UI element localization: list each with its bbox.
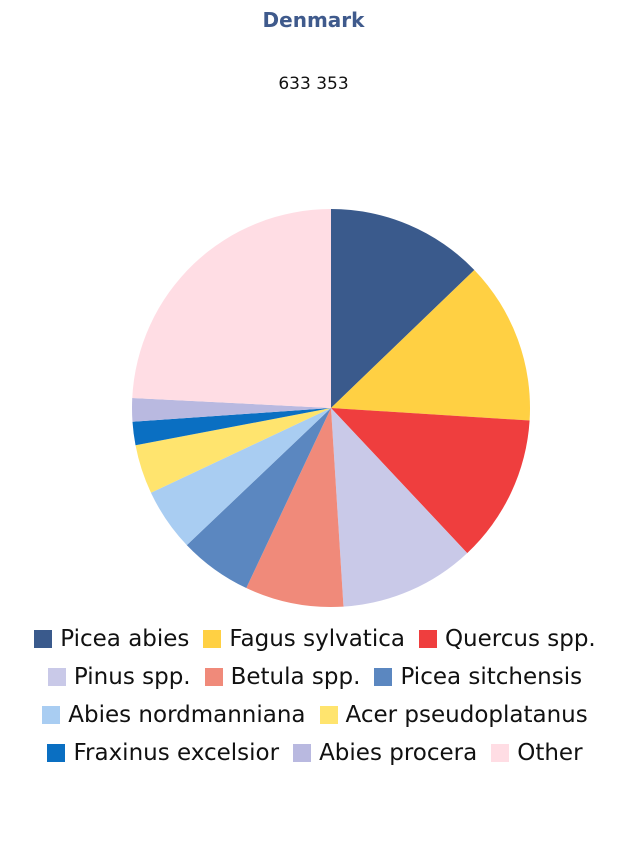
pie-slice <box>331 209 475 408</box>
legend-item: Quercus spp. <box>418 620 596 658</box>
pie-slice <box>186 408 331 589</box>
legend-swatch <box>491 744 510 762</box>
legend-swatch <box>204 668 223 686</box>
pie-slice <box>131 398 331 422</box>
legend-item: Pinus spp. <box>47 658 191 696</box>
legend-swatch <box>374 668 393 686</box>
pie-slice <box>132 408 331 446</box>
legend-item: Picea abies <box>34 620 189 658</box>
legend-swatch <box>42 706 61 724</box>
legend-label: Quercus spp. <box>444 626 596 652</box>
pie-slice <box>132 209 331 408</box>
legend-label: Other <box>517 740 583 766</box>
legend-item: Fraxinus excelsior <box>47 734 279 772</box>
legend-swatch <box>418 630 437 648</box>
legend-label: Abies procera <box>319 740 478 766</box>
legend-item: Other <box>491 734 583 772</box>
legend: Picea abies Fagus sylvatica Quercus spp. Pi… <box>15 620 615 772</box>
legend-swatch <box>319 706 338 724</box>
legend-swatch <box>47 668 66 686</box>
legend-label: Abies nordmanniana <box>68 702 306 728</box>
legend-label: Picea abies <box>60 626 190 652</box>
legend-item: Acer pseudoplatanus <box>319 696 588 734</box>
legend-label: Fraxinus excelsior <box>73 740 280 766</box>
legend-label: Fagus sylvatica <box>229 626 405 652</box>
legend-label: Betula spp. <box>230 664 361 690</box>
legend-swatch <box>34 630 53 648</box>
legend-label: Pinus spp. <box>73 664 191 690</box>
legend-swatch <box>293 744 312 762</box>
legend-swatch <box>203 630 222 648</box>
legend-item: Betula spp. <box>204 658 361 696</box>
pie-slice <box>331 269 530 421</box>
pie-slice <box>150 408 331 546</box>
pie-area <box>131 209 530 607</box>
pie-slice <box>331 408 530 554</box>
legend-item: Picea sitchensis <box>374 658 582 696</box>
pie-slice <box>135 408 331 493</box>
legend-swatch <box>47 744 66 762</box>
legend-item: Abies procera <box>293 734 477 772</box>
legend-item: Abies nordmanniana <box>42 696 306 734</box>
chart-subtitle: 633 353 <box>278 74 349 94</box>
legend-label: Picea sitchensis <box>400 664 583 690</box>
legend-label: Acer pseudoplatanus <box>345 702 588 728</box>
legend-item: Fagus sylvatica <box>203 620 405 658</box>
pie-slice <box>246 408 344 607</box>
pie-slice <box>331 408 468 607</box>
chart-title: Denmark <box>262 8 365 32</box>
